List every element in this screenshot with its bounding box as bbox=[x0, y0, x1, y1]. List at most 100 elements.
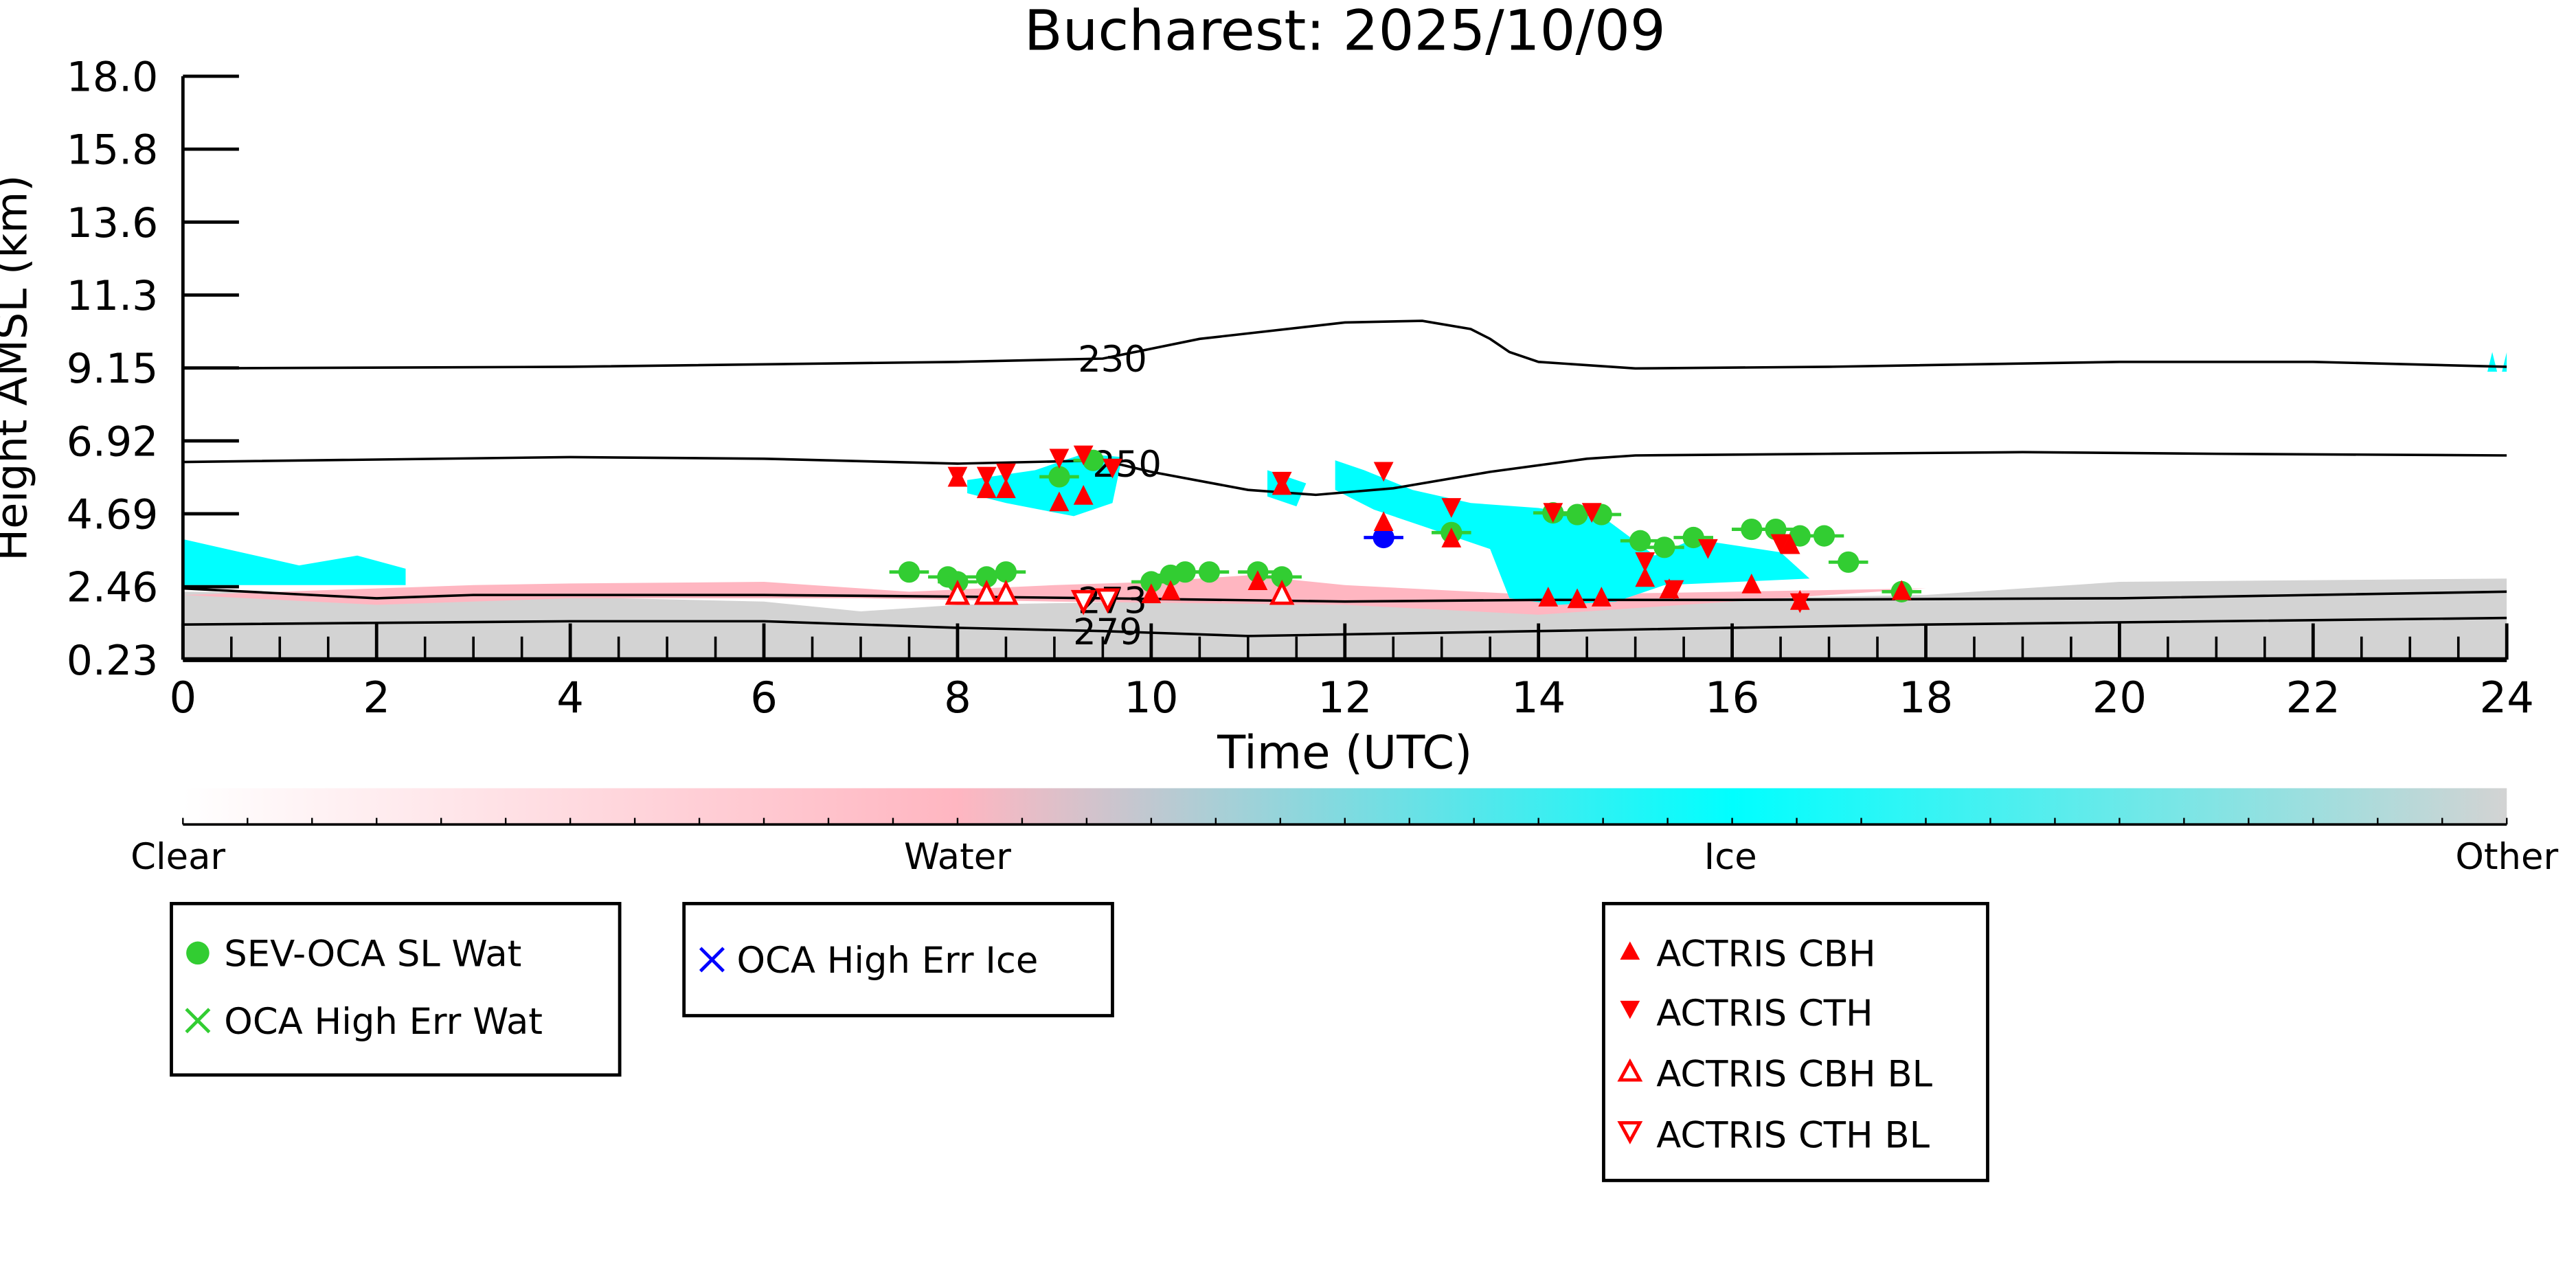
marker-actris-cbh bbox=[1247, 570, 1268, 591]
marker-actris-cbh bbox=[1373, 511, 1394, 531]
contour-line-279 bbox=[183, 616, 2507, 637]
marker-actris-cbh bbox=[1141, 583, 1162, 604]
marker-actris-cbh-bl bbox=[1269, 579, 1295, 605]
x-tick-label: 10 bbox=[1124, 673, 1178, 723]
colorbar-label-ice: Ice bbox=[1704, 836, 1757, 878]
markers bbox=[889, 445, 1922, 615]
legend-marker-cth-bl bbox=[1617, 1121, 1643, 1144]
legend-marker-cth bbox=[1620, 1000, 1640, 1019]
legend-box-water: SEV-OCA SL Wat OCA High Err Wat bbox=[170, 901, 622, 1077]
contour-label-279: 279 bbox=[1073, 611, 1142, 653]
x-tick-label: 18 bbox=[1899, 673, 1953, 723]
marker-actris-cth-bl bbox=[1070, 589, 1096, 615]
marker-actris-cth bbox=[1581, 503, 1602, 523]
marker-actris-cth bbox=[1635, 552, 1656, 572]
colorbar-label-clear: Clear bbox=[131, 836, 225, 878]
legend-label: SEV-OCA SL Wat bbox=[224, 934, 521, 975]
marker-actris-cth bbox=[1272, 471, 1292, 492]
contour-line-230 bbox=[183, 319, 2507, 370]
marker-actris-cbh bbox=[976, 478, 997, 499]
marker-actris-cbh bbox=[1538, 587, 1559, 607]
marker-actris-cbh bbox=[1780, 534, 1800, 554]
marker-actris-cth bbox=[996, 463, 1016, 484]
marker-sev-oca-sl-wat bbox=[1682, 526, 1704, 549]
marker-actris-cbh bbox=[1073, 484, 1094, 505]
marker-actris-cbh bbox=[1567, 588, 1588, 609]
region-ice bbox=[1335, 460, 1810, 605]
x-tick-label: 16 bbox=[1705, 673, 1759, 723]
marker-actris-cth bbox=[1441, 498, 1462, 518]
marker-sev-oca-sl-wat bbox=[1838, 551, 1860, 573]
marker-actris-cbh-bl bbox=[993, 579, 1019, 605]
marker-actris-cbh bbox=[1049, 491, 1070, 512]
marker-actris-cth bbox=[1664, 580, 1684, 600]
marker-sev-oca-sl-ice bbox=[1372, 526, 1394, 549]
x-tick-label: 0 bbox=[169, 673, 196, 723]
marker-actris-cth bbox=[947, 466, 968, 487]
marker-actris-cth bbox=[1789, 593, 1810, 613]
legend-marker-cbh-bl bbox=[1617, 1058, 1643, 1082]
y-tick-label: 4.69 bbox=[67, 491, 159, 539]
marker-actris-cbh bbox=[1741, 574, 1762, 594]
legend-label: ACTRIS CBH BL bbox=[1656, 1054, 1932, 1096]
y-tick-label: 11.3 bbox=[67, 272, 159, 320]
x-tick-label: 2 bbox=[363, 673, 390, 723]
region-ice bbox=[2487, 352, 2498, 372]
region-ice bbox=[183, 539, 406, 585]
region-water bbox=[183, 575, 1926, 615]
marker-actris-cth bbox=[1049, 449, 1070, 469]
y-tick-label: 0.23 bbox=[67, 637, 159, 685]
marker-sev-oca-sl-wat bbox=[1174, 561, 1196, 583]
marker-sev-oca-sl-wat bbox=[898, 561, 920, 583]
marker-sev-oca-sl-wat bbox=[1271, 566, 1293, 588]
y-tick-label: 9.15 bbox=[67, 345, 159, 393]
cloud-class-regions bbox=[183, 352, 2507, 660]
x-tick-label: 20 bbox=[2092, 673, 2147, 723]
marker-actris-cth bbox=[1697, 539, 1718, 559]
y-tick-label: 15.8 bbox=[67, 126, 159, 174]
marker-sev-oca-sl-wat bbox=[1048, 466, 1070, 488]
colorbar-label-water: Water bbox=[904, 836, 1011, 878]
contour-line-250 bbox=[183, 451, 2507, 497]
marker-actris-cth bbox=[1073, 445, 1094, 466]
legend-label: ACTRIS CTH BL bbox=[1656, 1114, 1930, 1156]
x-tick-label: 6 bbox=[750, 673, 778, 723]
marker-actris-cbh-bl bbox=[945, 579, 971, 605]
marker-sev-oca-sl-wat bbox=[1653, 536, 1675, 558]
marker-actris-cth bbox=[1373, 462, 1394, 482]
marker-sev-oca-sl-wat bbox=[995, 561, 1017, 583]
y-tick-label: 18.0 bbox=[67, 54, 159, 102]
marker-actris-cth-bl bbox=[1095, 588, 1120, 614]
marker-actris-cth bbox=[1103, 458, 1122, 479]
chart-title: Bucharest: 2025/10/09 bbox=[1024, 0, 1666, 64]
x-tick-label: 14 bbox=[1511, 673, 1566, 723]
marker-actris-cth bbox=[976, 466, 997, 487]
legend-label: OCA High Err Ice bbox=[736, 940, 1038, 982]
marker-actris-cbh bbox=[1591, 587, 1612, 607]
legend-label: ACTRIS CTH bbox=[1656, 993, 1873, 1035]
contour-label-250: 250 bbox=[1092, 444, 1162, 486]
marker-actris-cbh bbox=[1635, 567, 1656, 587]
legend-box-actris: ACTRIS CBH ACTRIS CTH ACTRIS CBH BL ACTR… bbox=[1602, 901, 1989, 1182]
marker-sev-oca-sl-wat bbox=[1813, 525, 1835, 547]
legend-marker-blue-x bbox=[699, 947, 725, 973]
x-tick-label: 24 bbox=[2480, 673, 2534, 723]
legend-marker-green-x bbox=[185, 1008, 211, 1034]
region-ice bbox=[2502, 352, 2507, 372]
legend-box-ice: OCA High Err Ice bbox=[682, 901, 1114, 1017]
legend-label: OCA High Err Wat bbox=[224, 1001, 543, 1043]
marker-actris-cbh-bl bbox=[973, 579, 999, 605]
marker-actris-cbh bbox=[1441, 528, 1462, 547]
marker-actris-cbh bbox=[1160, 580, 1181, 600]
x-tick-label: 12 bbox=[1318, 673, 1372, 723]
legend-marker-green-circle bbox=[186, 941, 210, 965]
marker-actris-cbh bbox=[1891, 580, 1912, 600]
marker-sev-oca-sl-wat bbox=[1741, 518, 1763, 541]
marker-actris-cth bbox=[1770, 534, 1791, 554]
legend-marker-cbh bbox=[1620, 941, 1640, 960]
marker-actris-cbh bbox=[996, 478, 1016, 499]
marker-actris-cth bbox=[1543, 503, 1563, 523]
y-tick-label: 13.6 bbox=[67, 199, 159, 247]
